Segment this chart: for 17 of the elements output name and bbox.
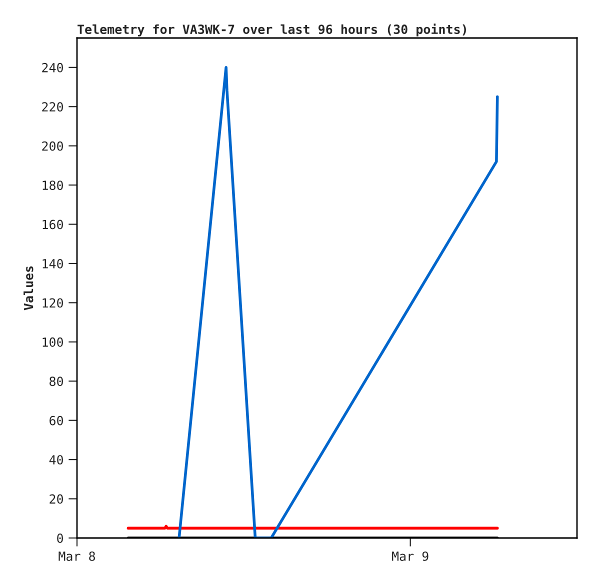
- y-tick-label: 80: [50, 376, 63, 386]
- y-tick-label: 40: [49, 455, 63, 465]
- y-tick-label: 0: [57, 534, 63, 543]
- x-tick-label: Mar 9: [392, 551, 428, 561]
- chart-title: Telemetry for VA3WK-7 over last 96 hours (30 points): [78, 24, 466, 36]
- y-tick-label: 100: [42, 337, 63, 347]
- y-axis-title: Values: [24, 266, 34, 310]
- y-tick-label: 200: [42, 141, 63, 151]
- y-tick-label: 220: [42, 102, 63, 112]
- y-tick-label: 160: [42, 220, 63, 230]
- y-tick-label: 120: [42, 298, 63, 308]
- y-tick-label: 60: [50, 416, 63, 426]
- y-tick-label: 240: [42, 62, 63, 72]
- y-tick-label: 140: [42, 258, 63, 268]
- y-tick-label: 180: [42, 180, 63, 190]
- y-tick-label: 20: [50, 494, 63, 504]
- x-tick-label: Mar 8: [58, 551, 96, 561]
